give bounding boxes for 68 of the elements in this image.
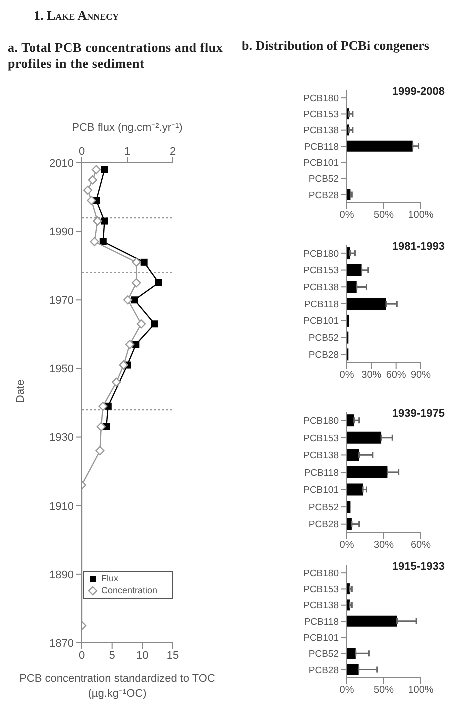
x2-tick-label: 2 [170,146,176,158]
x-tick-label: 0% [340,210,354,222]
x-tick-label: 0% [340,370,354,382]
chart-title: 1981-1993 [392,241,445,253]
y-tick-label: PCB153 [304,433,339,444]
y-tick-label: PCB138 [304,282,339,294]
legend-label: Flux [100,573,120,585]
x2-tick-label: 0 [78,146,86,158]
x-tick-label: 100% [408,210,434,222]
chart-title: 1999-2008 [392,86,445,98]
y-tick-label: 1890 [50,569,74,582]
x2-axis-title: PCB flux (ng.cm⁻².yr⁻¹) [72,122,183,134]
y-tick-label: PCB118 [304,468,339,479]
x-tick-label: 10 [136,650,149,662]
y-tick-label: PCB153 [304,266,339,277]
y-tick-label: PCB118 [304,142,339,153]
chart-title: 1939-1975 [392,408,445,420]
y-tick-label: PCB101 [304,316,339,328]
y-tick-label: PCB52 [308,333,339,344]
x-tick-label: 100% [408,685,434,696]
y-tick-label: PCB138 [304,600,339,612]
chart-title: a. Total PCB concentrations and flux profiles in the sediment [8,40,224,72]
x-tick-label: 30% [362,370,382,382]
x-tick-label: 50% [374,685,394,696]
y-tick-label: PCB180 [304,416,339,428]
x-tick-label: 60% [386,370,406,382]
y-tick-label: 1870 [50,638,74,650]
y-tick-label: PCB138 [304,126,339,137]
y-tick-label: PCB28 [308,190,339,202]
y-tick-label: PCB28 [308,665,339,676]
chart-title: 1915-1933 [392,561,445,573]
y-tick-label: 1930 [50,432,74,444]
y-tick-label: PCB52 [308,174,339,186]
x-tick-label: 60% [410,540,432,552]
y-tick-label: PCB118 [304,616,339,628]
y-tick-label: PCB118 [304,299,339,310]
y-axis-title: Date [14,380,27,403]
x-axis-title: PCB concentration standardized to TOC (µg.kg⁻¹OC) [18,673,216,700]
x-tick-label: 0% [340,685,354,696]
legend-label: Concentration [100,585,159,597]
x2-tick-label: 1 [124,146,131,158]
y-tick-label: PCB52 [308,502,339,514]
x-tick-label: 15 [166,650,180,662]
y-tick-label: 1970 [50,295,74,308]
y-tick-label: 2010 [50,158,74,170]
x-tick-label: 0 [78,650,86,662]
y-tick-label: 1950 [50,364,74,376]
y-tick-label: PCB101 [304,158,339,170]
y-tick-label: 1990 [50,226,74,238]
y-tick-label: 1910 [50,500,74,513]
y-tick-label: PCB28 [308,520,339,531]
x-tick-label: 0% [340,540,354,552]
y-tick-label: PCB180 [304,248,339,260]
y-tick-label: PCB138 [304,450,339,462]
y-tick-label: PCB180 [304,568,339,580]
x-tick-label: 90% [410,370,432,382]
y-tick-label: PCB101 [304,633,339,644]
y-tick-label: PCB153 [304,584,339,596]
y-tick-label: PCB180 [304,93,339,104]
x-tick-label: 5 [109,650,116,662]
y-tick-label: PCB153 [304,110,339,121]
x-tick-label: 30% [374,540,394,552]
text: b. Distribution of PCBi congeners [242,38,430,54]
text: 1. Lake Annecy [34,8,120,24]
x-tick-label: 50% [374,210,394,222]
y-tick-label: PCB52 [308,649,339,660]
y-tick-label: PCB28 [308,350,339,361]
y-tick-label: PCB101 [304,485,339,496]
